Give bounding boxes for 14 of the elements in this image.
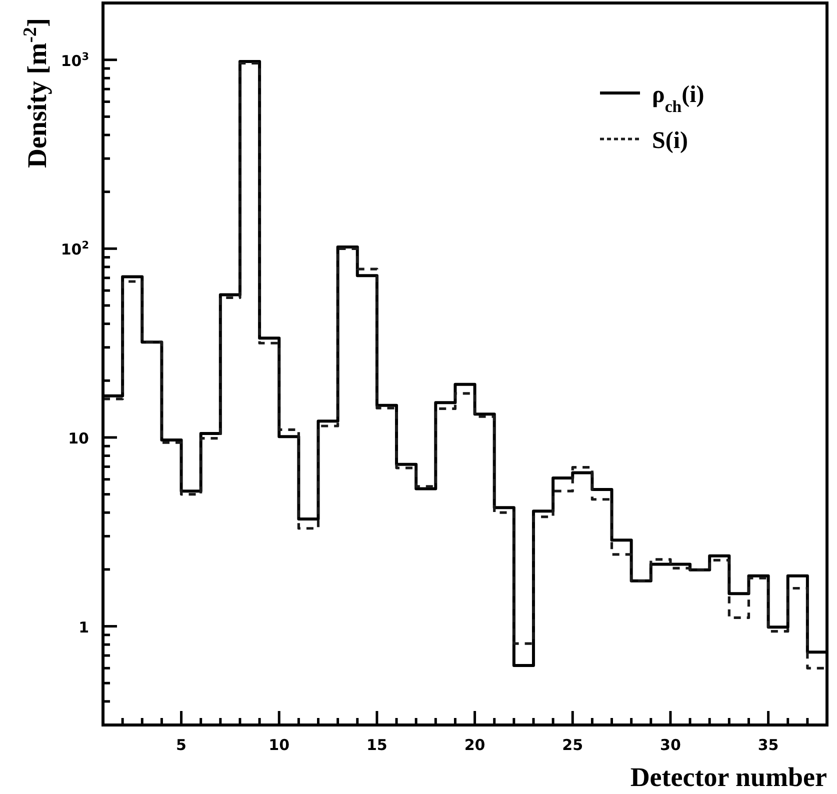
- x-tick-label: 5: [176, 736, 186, 754]
- x-tick-label: 30: [660, 736, 681, 754]
- x-tick-label: 20: [464, 736, 486, 754]
- legend-label: S(i): [652, 128, 688, 154]
- y-tick-label: 10: [68, 429, 89, 448]
- x-tick-label: 15: [366, 736, 388, 754]
- x-tick-label: 25: [562, 736, 584, 754]
- x-axis-title: Detector number: [630, 762, 828, 792]
- x-tick-label: 35: [758, 736, 779, 754]
- y-tick-label: 10$^{2}$: [60, 240, 89, 259]
- y-tick-label: 1: [78, 618, 89, 636]
- x-tick-label: 10: [268, 736, 290, 754]
- legend-label: ρ$_{ch}$(i): [652, 82, 704, 116]
- y-tick-label: 10$^{3}$: [60, 50, 89, 70]
